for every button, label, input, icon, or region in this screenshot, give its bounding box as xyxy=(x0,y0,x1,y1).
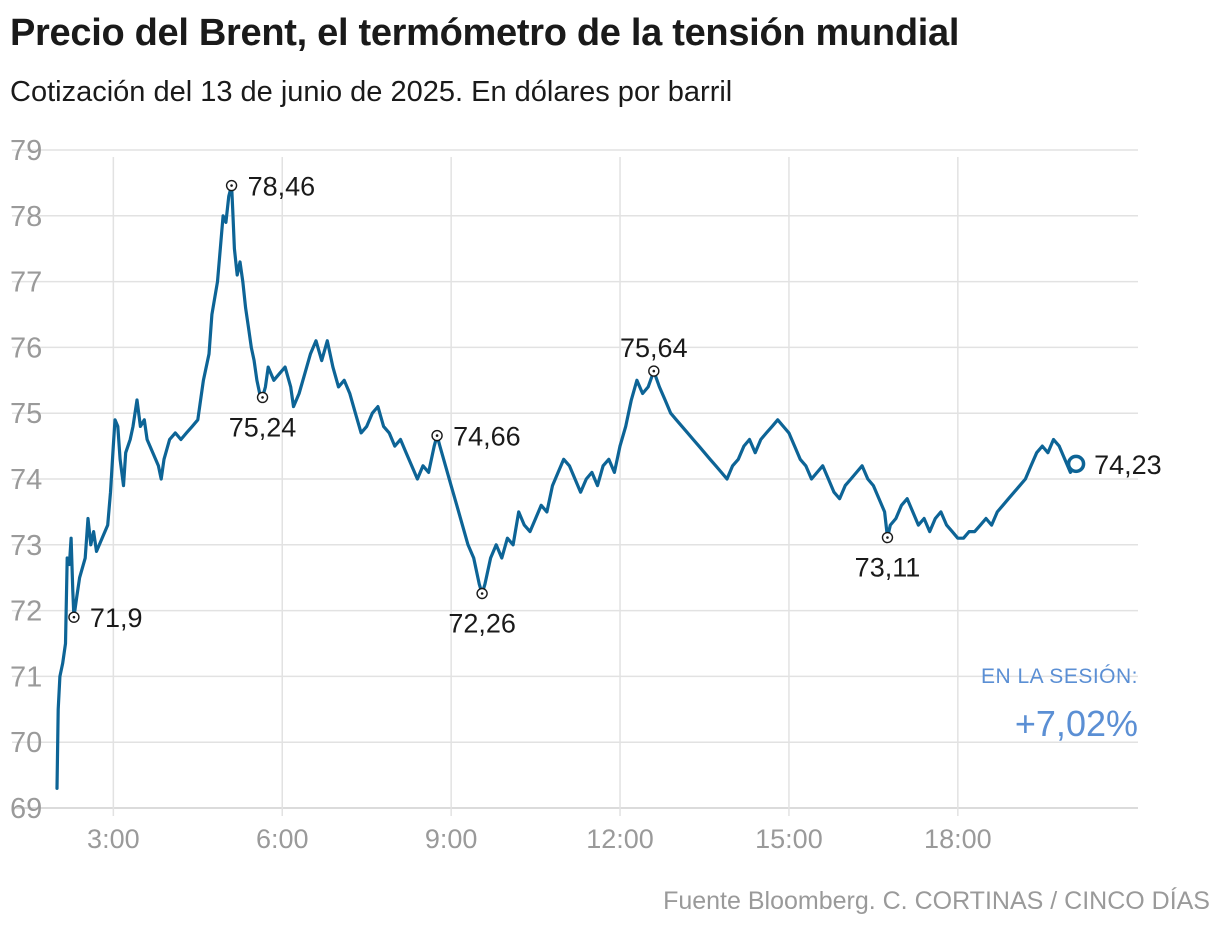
y-tick-label: 76 xyxy=(10,332,42,364)
y-tick-label: 77 xyxy=(10,267,42,299)
y-tick-label: 71 xyxy=(10,661,42,693)
y-tick-label: 78 xyxy=(10,201,42,233)
chart-subtitle: Cotización del 13 de junio de 2025. En d… xyxy=(10,76,733,108)
annotation-label: 75,24 xyxy=(229,412,297,442)
brent-price-line xyxy=(55,183,1078,790)
annotation-label: 74,66 xyxy=(453,422,521,452)
annotation-marker-dot xyxy=(261,396,264,399)
annotation-marker-dot xyxy=(480,592,484,595)
x-tick-label: 6:00 xyxy=(256,824,309,854)
annotation-label: 75,64 xyxy=(620,333,688,363)
annotation-label: 74,23 xyxy=(1094,450,1162,480)
annotation-marker-dot xyxy=(72,615,76,619)
annotation-marker-dot xyxy=(435,434,439,437)
price-annotations: 71,9 78,46 75,24 74,66 72,26 75,64 73,11 74,23 xyxy=(68,172,1162,638)
x-tick-label: 3:00 xyxy=(87,824,140,854)
x-axis-ticks: 3:00 6:00 9:00 12:00 15:00 18:00 xyxy=(87,824,992,854)
annotation-label: 78,46 xyxy=(248,172,316,202)
chart-title: Precio del Brent, el termómetro de la te… xyxy=(10,12,960,54)
y-tick-label: 73 xyxy=(10,530,42,562)
y-tick-label: 72 xyxy=(10,596,42,628)
annotation-marker-dot xyxy=(230,184,233,187)
y-axis-ticks: 69 70 71 72 73 74 75 76 77 78 79 xyxy=(10,135,42,825)
session-change-value: +7,02% xyxy=(1015,703,1138,744)
annotation-label: 72,26 xyxy=(448,608,516,638)
y-tick-label: 70 xyxy=(10,727,42,759)
last-price-marker xyxy=(1066,454,1086,474)
x-tick-label: 12:00 xyxy=(586,824,654,854)
y-tick-label: 74 xyxy=(10,464,42,496)
session-change-box: EN LA SESIÓN: +7,02% xyxy=(981,665,1138,744)
x-tick-label: 18:00 xyxy=(924,824,992,854)
y-tick-label: 79 xyxy=(10,135,42,167)
y-tick-label: 69 xyxy=(10,793,42,825)
x-tick-label: 9:00 xyxy=(425,824,478,854)
price-series xyxy=(55,183,1078,790)
session-label: EN LA SESIÓN: xyxy=(981,665,1138,688)
annotation-marker-dot xyxy=(886,536,889,539)
source-credit: Fuente Bloomberg. C. CORTINAS / CINCO DÍ… xyxy=(663,887,1210,915)
annotation-marker-dot xyxy=(652,369,656,373)
x-tick-label: 15:00 xyxy=(755,824,823,854)
annotation-label: 71,9 xyxy=(90,603,143,633)
annotation-label: 73,11 xyxy=(855,553,921,583)
y-tick-label: 75 xyxy=(10,398,42,430)
